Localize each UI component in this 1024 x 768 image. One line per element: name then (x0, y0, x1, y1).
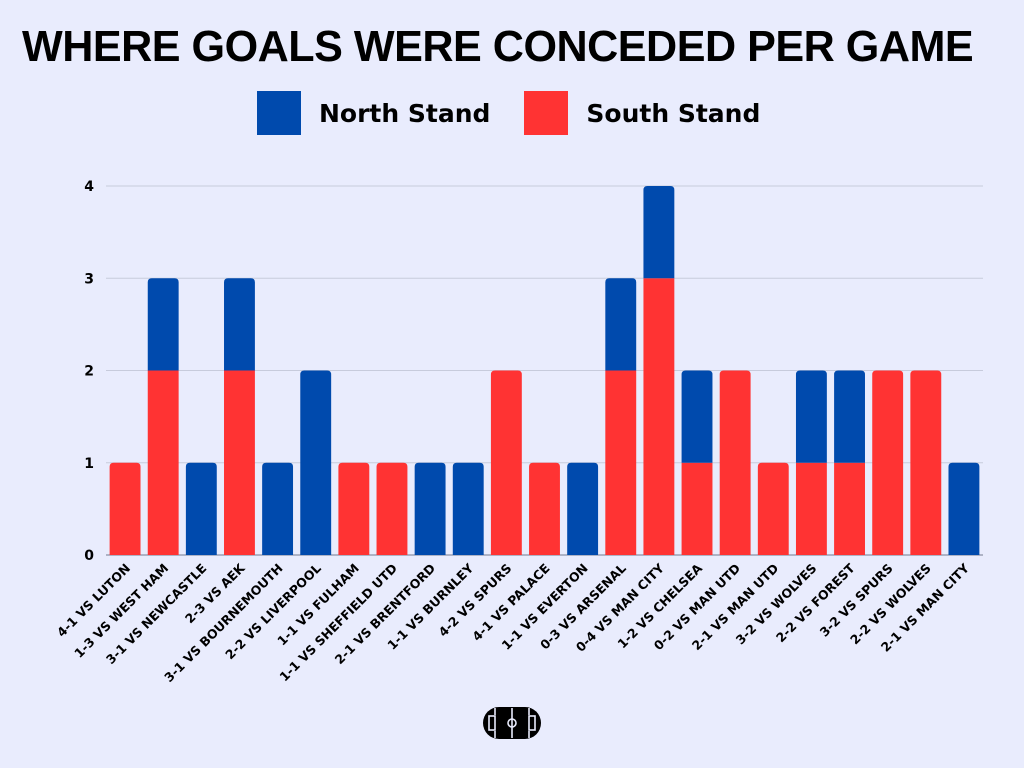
bar-north-stand (795, 370, 827, 463)
legend: North Stand South Stand (257, 91, 794, 135)
y-tick-label: 2 (84, 364, 94, 380)
bar-south-stand (338, 462, 370, 555)
bar-south-stand (605, 370, 637, 555)
bar-north-stand (414, 462, 446, 555)
bar-north-stand (452, 462, 484, 555)
legend-item-north-stand: North Stand (257, 91, 490, 135)
bar-north-stand (262, 462, 294, 555)
y-tick-label: 4 (84, 179, 94, 195)
bar-south-stand (681, 462, 713, 555)
legend-swatch-south-stand (524, 91, 569, 135)
legend-label-south-stand: South Stand (586, 98, 761, 128)
bar-south-stand (224, 370, 255, 555)
bar-north-stand (834, 370, 865, 463)
bar-north-stand (300, 370, 332, 555)
legend-label-north-stand: North Stand (319, 98, 491, 128)
bar-north-stand (147, 278, 179, 371)
legend-swatch-north-stand (257, 91, 301, 135)
legend-item-south-stand: South Stand (524, 91, 760, 135)
bar-south-stand (872, 370, 904, 555)
bar-north-stand (185, 462, 217, 555)
bar-south-stand (910, 370, 942, 555)
bars (109, 186, 980, 555)
y-tick-label: 1 (84, 456, 94, 472)
y-tick-label: 0 (84, 548, 94, 564)
bar-north-stand (681, 370, 713, 463)
y-axis-ticks: 0 1 2 3 4 (84, 179, 94, 564)
bar-south-stand (643, 278, 675, 555)
football-pitch-icon (483, 707, 541, 739)
bar-south-stand (109, 462, 141, 555)
bar-south-stand (376, 462, 408, 555)
bar-south-stand (529, 462, 560, 555)
bar-north-stand (224, 278, 255, 371)
y-tick-label: 3 (84, 271, 94, 287)
bar-south-stand (834, 462, 865, 555)
chart-title: WHERE GOALS WERE CONCEDED PER GAME (22, 22, 974, 71)
bar-south-stand (147, 370, 179, 555)
bar-north-stand (948, 462, 980, 555)
bar-north-stand (643, 186, 675, 279)
bar-north-stand (567, 462, 599, 555)
bar-south-stand (757, 462, 789, 555)
bar-south-stand (795, 462, 827, 555)
bar-north-stand (605, 278, 637, 371)
bar-south-stand (719, 370, 751, 555)
bar-south-stand (490, 370, 522, 555)
